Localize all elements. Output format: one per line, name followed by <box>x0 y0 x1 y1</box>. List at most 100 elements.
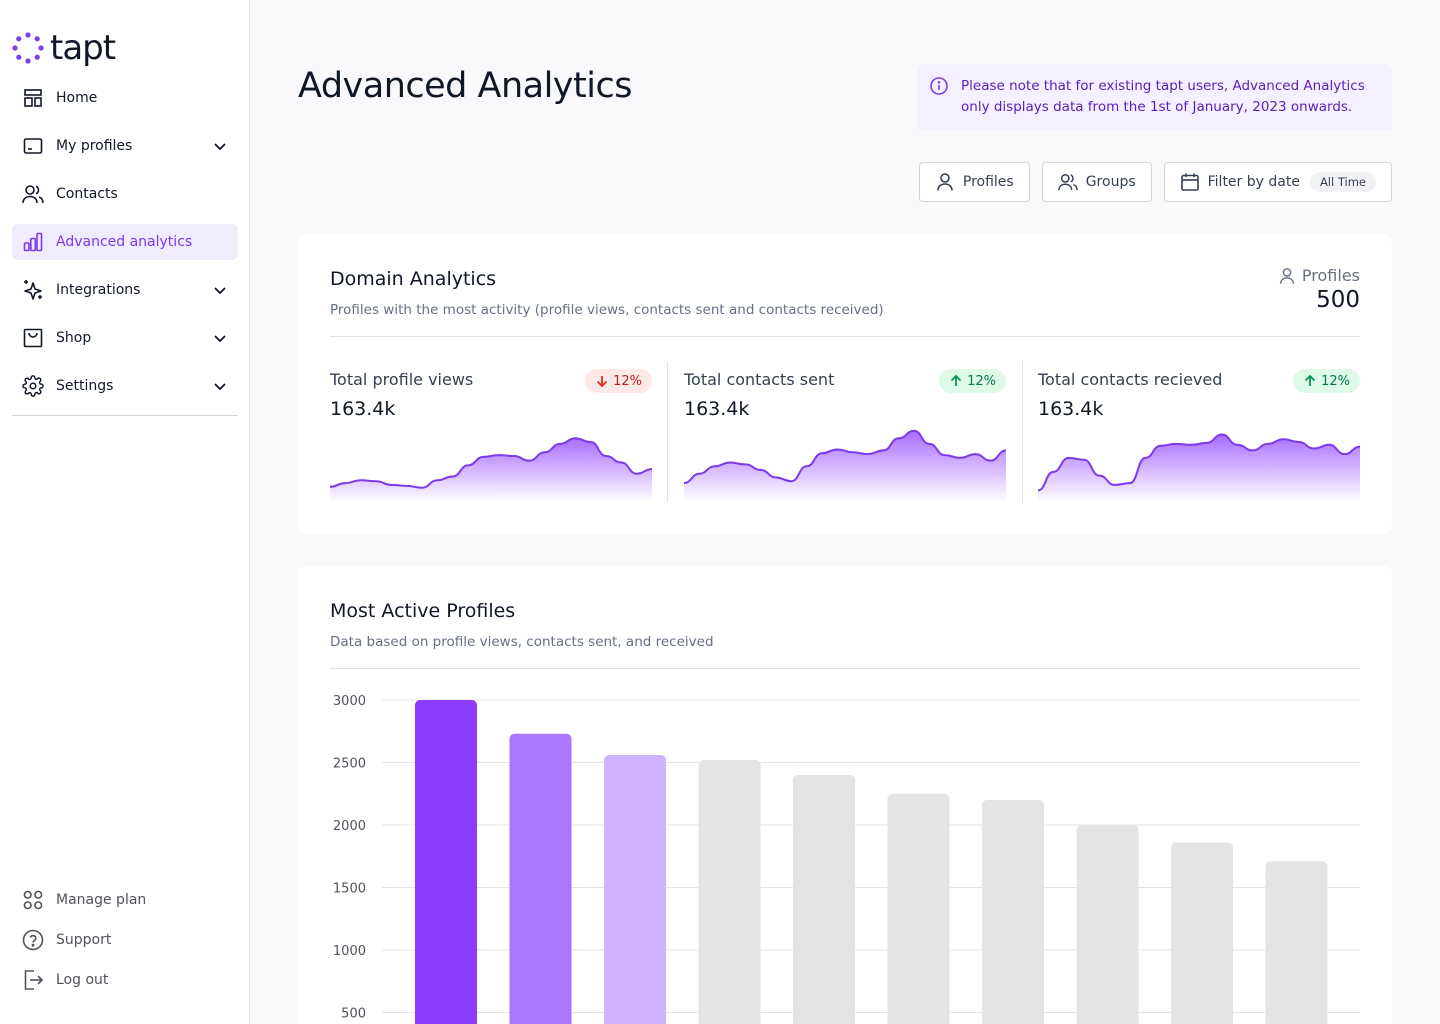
sidebar-bottom-nav: Manage plan Support Log out <box>12 880 238 1000</box>
bar-5[interactable] <box>793 775 855 1024</box>
date-filter-button[interactable]: Filter by date All Time <box>1163 162 1392 202</box>
change-badge: 12% <box>939 369 1006 393</box>
arrow-up-icon <box>950 374 962 386</box>
help-icon <box>22 929 44 951</box>
info-icon <box>930 77 948 95</box>
sidebar-item-label: Integrations <box>56 282 141 298</box>
logout-label: Log out <box>56 972 109 988</box>
sparkline-area <box>330 438 652 502</box>
metric-value: 163.4k <box>684 398 750 420</box>
bar-3[interactable] <box>604 755 666 1024</box>
profiles-count-stat: Profiles 500 <box>1278 266 1360 313</box>
domain-analytics-card: Domain Analytics Profiles with the most … <box>298 234 1392 534</box>
metric-name: Total contacts sent <box>684 370 835 389</box>
bar-10[interactable] <box>1265 861 1328 1024</box>
sparkline-line <box>1038 433 1360 492</box>
sparkline-line <box>330 437 652 489</box>
logout-link[interactable]: Log out <box>12 960 238 1000</box>
sidebar-item-label: Shop <box>56 330 92 346</box>
sidebar-item-label: My profiles <box>56 138 133 154</box>
arrow-down-icon <box>596 376 608 388</box>
bar-4[interactable] <box>698 760 761 1024</box>
arrow-up-icon <box>1304 374 1316 386</box>
grid-icon <box>22 889 44 911</box>
groups-filter-button[interactable]: Groups <box>1041 162 1152 202</box>
bar-2[interactable] <box>509 733 572 1024</box>
date-filter-label: Filter by date <box>1207 174 1300 190</box>
logo-text: tapt <box>50 28 116 68</box>
sidebar-divider <box>12 415 238 416</box>
bar-6[interactable] <box>887 793 950 1024</box>
sidebar: tapt Home My profiles Contacts Adva <box>0 0 250 1024</box>
sidebar-item-my-profiles[interactable]: My profiles <box>12 128 238 164</box>
bar-7[interactable] <box>982 800 1044 1024</box>
sidebar-nav: Home My profiles Contacts Advanced analy… <box>12 80 238 416</box>
user-icon <box>1279 267 1294 284</box>
sparkline-area <box>684 430 1006 502</box>
support-link[interactable]: Support <box>12 920 238 960</box>
gear-icon <box>22 375 44 397</box>
metric-value: 163.4k <box>330 398 396 420</box>
sparkline-line <box>684 429 1006 485</box>
metric-separator <box>1022 362 1023 502</box>
change-value: 12% <box>1321 373 1350 389</box>
support-label: Support <box>56 932 112 948</box>
domain-analytics-title: Domain Analytics <box>330 268 497 290</box>
sidebar-item-label: Contacts <box>56 186 118 202</box>
change-badge: 12% <box>585 369 652 393</box>
profiles-count-value: 500 <box>1316 287 1360 313</box>
metric-contacts-sent: Total contacts sent 12% 163.4k <box>684 369 1006 502</box>
calendar-icon <box>1180 172 1200 192</box>
manage-plan-label: Manage plan <box>56 892 147 908</box>
sidebar-item-contacts[interactable]: Contacts <box>12 176 238 212</box>
metric-value: 163.4k <box>1038 398 1104 420</box>
shop-icon <box>22 327 44 349</box>
sidebar-item-integrations[interactable]: Integrations <box>12 272 238 308</box>
y-tick-label: 2500 <box>333 757 366 772</box>
metric-profile-views: Total profile views 12% 163.4k <box>330 369 652 502</box>
y-tick-label: 1000 <box>333 944 366 959</box>
card-divider <box>330 336 1360 337</box>
y-tick-label: 3000 <box>333 694 366 709</box>
manage-plan-link[interactable]: Manage plan <box>12 880 238 920</box>
y-tick-label: 500 <box>341 1007 366 1022</box>
change-badge: 12% <box>1293 369 1360 393</box>
profiles-filter-label: Profiles <box>962 174 1014 190</box>
sidebar-item-shop[interactable]: Shop <box>12 320 238 356</box>
y-tick-label: 2000 <box>333 819 366 834</box>
logo[interactable]: tapt <box>12 28 116 68</box>
metric-contacts-received: Total contacts recieved 12% 163.4k <box>1038 369 1360 502</box>
chevron-down-icon[interactable] <box>212 138 228 154</box>
page-title: Advanced Analytics <box>298 66 632 106</box>
sidebar-item-settings[interactable]: Settings <box>12 368 238 404</box>
analytics-icon <box>22 231 44 253</box>
sidebar-item-home[interactable]: Home <box>12 80 238 116</box>
most-active-bar-chart: 3000 2500 2000 1500 1000 500 <box>333 694 1360 1024</box>
metric-name: Total profile views <box>330 370 474 389</box>
chevron-down-icon[interactable] <box>212 330 228 346</box>
metric-name: Total contacts recieved <box>1038 370 1223 389</box>
sparkline-chart <box>684 429 1006 502</box>
bar-8[interactable] <box>1076 825 1139 1024</box>
sidebar-item-label: Home <box>56 90 98 106</box>
sidebar-item-label: Advanced analytics <box>56 234 193 250</box>
filter-bar: Profiles Groups Filter by date All Time <box>918 162 1392 202</box>
most-active-title: Most Active Profiles <box>330 600 516 622</box>
profiles-filter-button[interactable]: Profiles <box>918 162 1030 202</box>
most-active-profiles-card: Most Active Profiles Data based on profi… <box>298 566 1392 1024</box>
info-notice: Please note that for existing tapt users… <box>917 64 1392 130</box>
change-value: 12% <box>613 373 642 389</box>
profiles-count-label: Profiles <box>1301 266 1360 285</box>
card-divider <box>330 668 1360 669</box>
change-value: 12% <box>967 373 996 389</box>
chevron-down-icon[interactable] <box>212 282 228 298</box>
sidebar-item-advanced-analytics[interactable]: Advanced analytics <box>12 224 238 260</box>
user-icon <box>935 172 955 192</box>
chevron-down-icon[interactable] <box>212 378 228 394</box>
contacts-icon <box>22 183 44 205</box>
bar-1[interactable] <box>415 700 477 1024</box>
bar-9[interactable] <box>1171 842 1233 1024</box>
date-filter-value: All Time <box>1309 172 1376 192</box>
home-icon <box>22 87 44 109</box>
sparkline-chart <box>330 437 652 502</box>
